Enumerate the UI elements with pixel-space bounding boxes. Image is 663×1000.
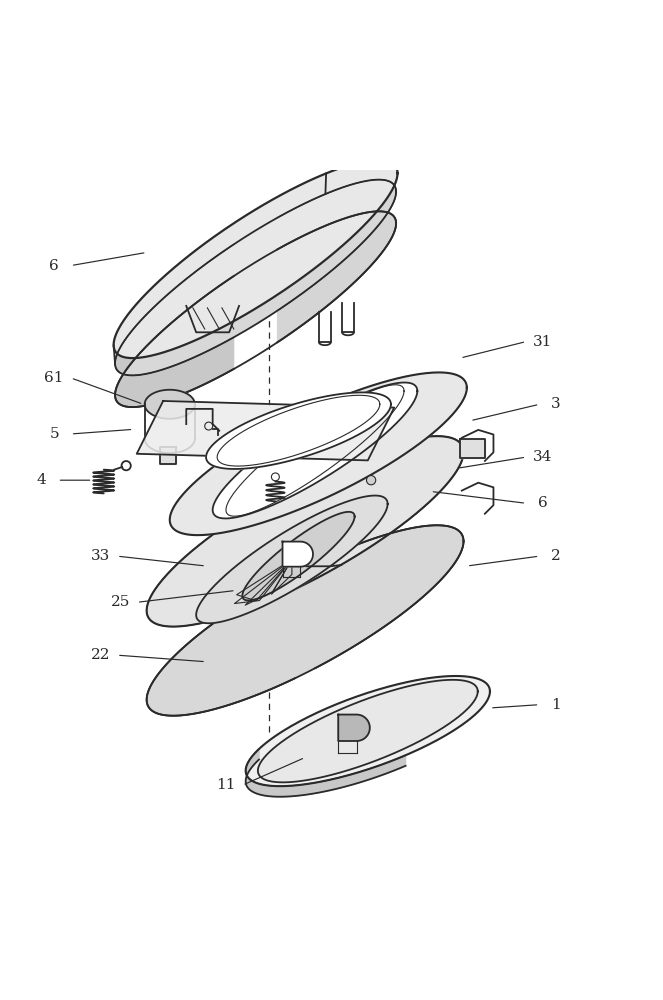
Polygon shape [338, 715, 370, 741]
Polygon shape [278, 180, 396, 342]
Text: 1: 1 [551, 698, 561, 712]
Polygon shape [145, 390, 195, 419]
Polygon shape [206, 392, 391, 469]
Text: 6: 6 [538, 496, 548, 510]
Text: 4: 4 [36, 473, 46, 487]
Polygon shape [258, 680, 478, 782]
Circle shape [367, 476, 376, 485]
Text: 34: 34 [533, 450, 552, 464]
Polygon shape [113, 160, 398, 358]
Polygon shape [160, 447, 176, 464]
Text: 6: 6 [49, 259, 59, 273]
Text: 31: 31 [533, 335, 552, 349]
Polygon shape [115, 244, 233, 407]
Polygon shape [170, 372, 467, 535]
Polygon shape [115, 180, 396, 375]
Polygon shape [460, 439, 485, 458]
Polygon shape [196, 496, 388, 623]
Text: 11: 11 [216, 778, 235, 792]
Polygon shape [147, 484, 295, 716]
Polygon shape [315, 436, 463, 668]
Text: 33: 33 [91, 549, 110, 563]
Polygon shape [243, 512, 355, 600]
Text: 5: 5 [50, 427, 59, 441]
Polygon shape [147, 436, 463, 627]
Text: 2: 2 [551, 549, 561, 563]
Text: 22: 22 [91, 648, 110, 662]
Polygon shape [213, 383, 417, 518]
Polygon shape [137, 401, 394, 460]
Polygon shape [246, 749, 406, 797]
Text: 25: 25 [111, 595, 130, 609]
Text: 61: 61 [44, 371, 64, 385]
Polygon shape [246, 676, 490, 786]
Polygon shape [147, 525, 463, 716]
Polygon shape [282, 542, 313, 567]
Text: 3: 3 [551, 397, 561, 411]
